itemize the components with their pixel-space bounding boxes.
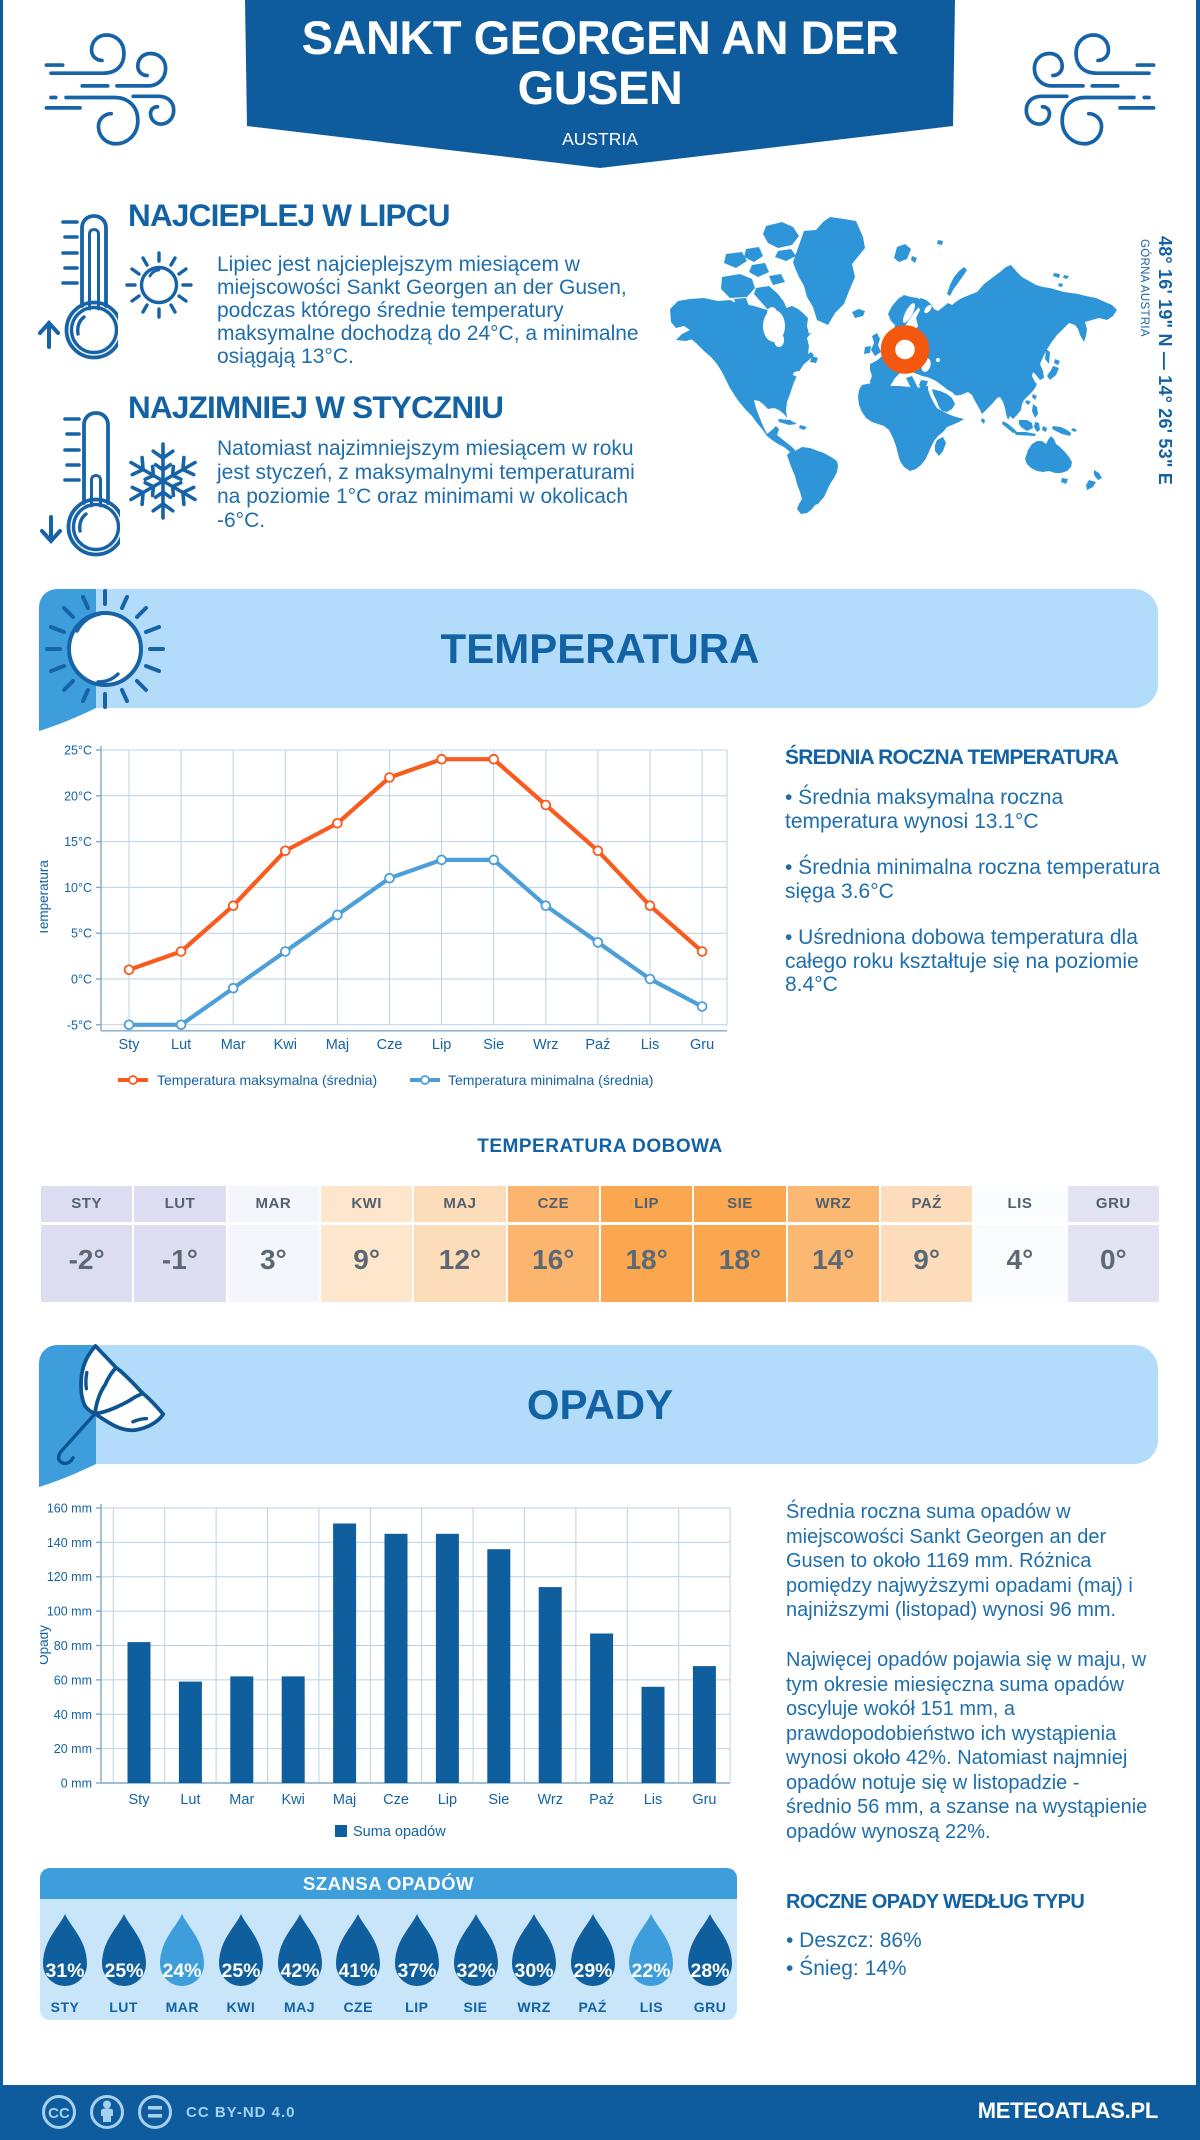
svg-text:Sty: Sty — [129, 1792, 151, 1808]
svg-text:120 mm: 120 mm — [47, 1570, 92, 1584]
svg-text:Paź: Paź — [585, 1037, 610, 1053]
svg-text:CC: CC — [48, 2105, 70, 2122]
svg-text:Gru: Gru — [692, 1792, 716, 1808]
svg-text:Mar: Mar — [229, 1792, 254, 1808]
svg-text:29%: 29% — [573, 1960, 612, 1982]
svg-text:Temperatura maksymalna (średni: Temperatura maksymalna (średnia) — [157, 1072, 377, 1088]
svg-text:Gru: Gru — [690, 1037, 714, 1053]
svg-text:Sie: Sie — [483, 1037, 504, 1053]
svg-text:30%: 30% — [515, 1960, 554, 1982]
svg-text:25%: 25% — [221, 1960, 260, 1982]
svg-text:60 mm: 60 mm — [54, 1673, 92, 1687]
svg-text:42%: 42% — [280, 1960, 319, 1982]
svg-text:Temperatura minimalna (średnia: Temperatura minimalna (średnia) — [448, 1072, 653, 1088]
svg-text:25°C: 25°C — [64, 744, 92, 758]
svg-text:Wrz: Wrz — [537, 1792, 563, 1808]
svg-text:Cze: Cze — [377, 1037, 403, 1053]
svg-text:Wrz: Wrz — [533, 1037, 559, 1053]
svg-text:Maj: Maj — [326, 1037, 349, 1053]
svg-text:0°C: 0°C — [71, 973, 92, 987]
svg-text:5°C: 5°C — [71, 927, 92, 941]
svg-text:Sty: Sty — [119, 1037, 141, 1053]
svg-text:37%: 37% — [397, 1960, 436, 1982]
svg-text:20 mm: 20 mm — [54, 1742, 92, 1756]
svg-text:Lis: Lis — [641, 1037, 660, 1053]
svg-text:25%: 25% — [104, 1960, 143, 1982]
svg-text:Suma opadów: Suma opadów — [353, 1824, 446, 1840]
svg-text:15°C: 15°C — [64, 835, 92, 849]
svg-text:Opady: Opady — [40, 1625, 51, 1665]
svg-text:80 mm: 80 mm — [54, 1639, 92, 1653]
svg-text:Kwi: Kwi — [282, 1792, 305, 1808]
svg-text:Lut: Lut — [171, 1037, 191, 1053]
svg-text:Temperatura: Temperatura — [40, 860, 51, 936]
svg-text:32%: 32% — [456, 1960, 495, 1982]
svg-text:0 mm: 0 mm — [61, 1777, 92, 1791]
svg-text:Mar: Mar — [221, 1037, 246, 1053]
svg-text:100 mm: 100 mm — [47, 1605, 92, 1619]
svg-text:140 mm: 140 mm — [47, 1536, 92, 1550]
svg-text:Lis: Lis — [644, 1792, 663, 1808]
svg-text:28%: 28% — [690, 1960, 729, 1982]
svg-text:Paź: Paź — [589, 1792, 614, 1808]
svg-text:22%: 22% — [632, 1960, 671, 1982]
svg-text:Lut: Lut — [180, 1792, 200, 1808]
svg-text:Lip: Lip — [432, 1037, 451, 1053]
svg-text:10°C: 10°C — [64, 881, 92, 895]
svg-text:24%: 24% — [163, 1960, 202, 1982]
svg-text:Lip: Lip — [438, 1792, 457, 1808]
svg-text:160 mm: 160 mm — [47, 1502, 92, 1516]
svg-text:Sie: Sie — [488, 1792, 509, 1808]
svg-text:20°C: 20°C — [64, 789, 92, 803]
svg-text:-5°C: -5°C — [67, 1018, 92, 1032]
svg-text:Maj: Maj — [333, 1792, 356, 1808]
svg-text:Kwi: Kwi — [274, 1037, 297, 1053]
svg-text:Cze: Cze — [383, 1792, 409, 1808]
svg-text:41%: 41% — [339, 1960, 378, 1982]
svg-text:40 mm: 40 mm — [54, 1708, 92, 1722]
svg-text:31%: 31% — [45, 1960, 84, 1982]
